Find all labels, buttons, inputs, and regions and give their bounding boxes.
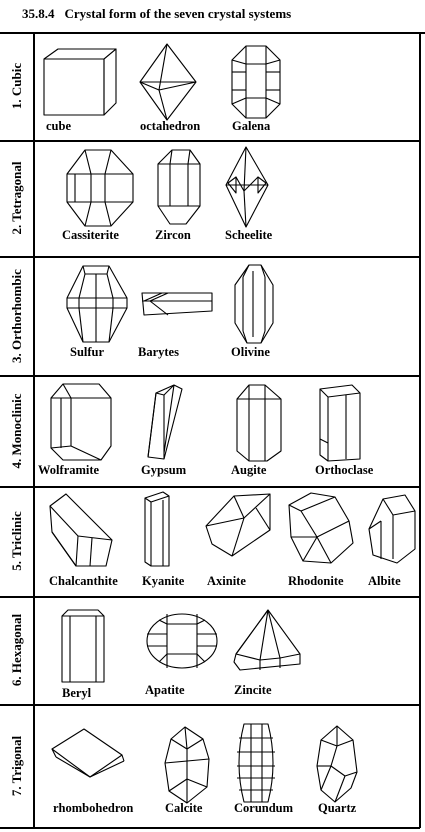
crystal-name: Olivine xyxy=(231,345,270,359)
crystal-name: Beryl xyxy=(62,686,92,700)
beryl-drawing xyxy=(61,609,105,683)
system-label-cubic: 1. Cubic xyxy=(8,62,24,110)
orthoclase-drawing xyxy=(319,384,361,462)
row-divider xyxy=(0,256,420,258)
sulfur-drawing xyxy=(66,265,128,343)
chalcanthite-drawing xyxy=(49,493,113,567)
crystal-name: Scheelite xyxy=(225,228,273,242)
crystal-name: Apatite xyxy=(145,683,185,697)
quartz-drawing xyxy=(316,725,358,803)
crystal-name: Axinite xyxy=(207,574,246,588)
scheelite-drawing xyxy=(225,146,269,228)
crystal-name: Gypsum xyxy=(141,463,187,477)
system-label-orthorhombic: 3. Orthorhombic xyxy=(8,268,24,363)
figure-heading: 35.8.4 Crystal form of the seven crystal … xyxy=(22,6,291,22)
system-label-trigonal: 7. Trigonal xyxy=(8,735,24,796)
zircon-drawing xyxy=(157,149,201,225)
olivine-drawing xyxy=(234,264,274,344)
crystal-name: Orthoclase xyxy=(315,463,374,477)
augite-drawing xyxy=(236,384,282,462)
axinite-drawing xyxy=(205,493,271,557)
crystal-name: Calcite xyxy=(165,801,203,815)
rhombohedron-drawing xyxy=(51,728,125,778)
crystal-name: Quartz xyxy=(318,801,357,815)
crystal-name: Galena xyxy=(232,119,271,133)
albite-drawing xyxy=(368,494,416,564)
system-label-tetragonal: 2. Tetragonal xyxy=(8,161,24,235)
row-divider xyxy=(0,704,420,706)
crystal-name: cube xyxy=(46,119,71,133)
gypsum-drawing xyxy=(147,384,183,460)
crystal-name: Albite xyxy=(368,574,401,588)
apatite-drawing xyxy=(146,613,218,669)
row-divider xyxy=(0,375,420,377)
system-label-monoclinic: 4. Monoclinic xyxy=(8,392,24,469)
label-column-divider xyxy=(33,32,35,828)
heading-title: Crystal form of the seven crystal system… xyxy=(64,6,292,21)
crystal-name: Rhodonite xyxy=(288,574,344,588)
barytes-drawing xyxy=(141,292,213,316)
crystal-name: Cassiterite xyxy=(62,228,119,242)
kyanite-drawing xyxy=(144,491,170,567)
crystal-name: rhombohedron xyxy=(53,801,134,815)
cube-drawing xyxy=(43,48,117,116)
crystal-name: Wolframite xyxy=(38,463,100,477)
crystal-name: Zircon xyxy=(155,228,191,242)
calcite-drawing xyxy=(164,726,210,804)
cassiterite-drawing xyxy=(66,149,134,227)
row-divider xyxy=(0,140,420,142)
row-divider xyxy=(0,596,420,598)
zincite-drawing xyxy=(233,609,301,671)
rhodonite-drawing xyxy=(288,492,354,564)
wolframite-drawing xyxy=(50,383,112,461)
crystal-name: Augite xyxy=(231,463,267,477)
galena-drawing xyxy=(231,45,281,119)
crystal-name: Chalcanthite xyxy=(49,574,118,588)
table-border-top xyxy=(0,32,425,34)
system-label-hexagonal: 6. Hexagonal xyxy=(8,613,24,687)
crystal-systems-table: 1. Cubic cube octahedron Galena 2. Tetra… xyxy=(0,30,425,830)
heading-number: 35.8.4 xyxy=(22,6,55,21)
crystal-name: Sulfur xyxy=(70,345,105,359)
table-border-bottom xyxy=(0,827,420,829)
crystal-name: Corundum xyxy=(234,801,294,815)
system-label-triclinic: 5. Triclinic xyxy=(8,511,24,571)
table-border-right xyxy=(419,32,421,828)
row-divider xyxy=(0,486,420,488)
crystal-name: Barytes xyxy=(138,345,179,359)
octahedron-drawing xyxy=(139,43,197,121)
crystal-name: Kyanite xyxy=(142,574,185,588)
crystal-name: Zincite xyxy=(234,683,272,697)
crystal-name: octahedron xyxy=(140,119,201,133)
corundum-drawing xyxy=(237,723,275,803)
